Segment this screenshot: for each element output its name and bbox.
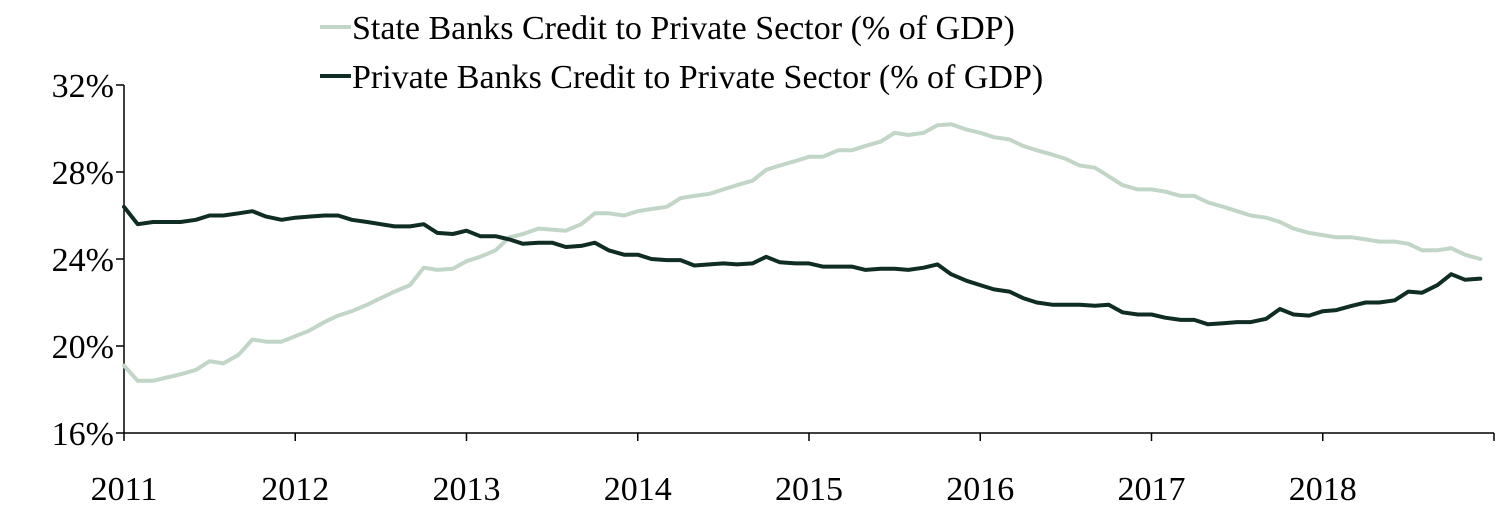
x-tick-label: 2014 [604, 471, 672, 508]
y-tick-label: 16% [52, 416, 114, 453]
series-line-private-banks [122, 204, 1483, 327]
series-layer [122, 122, 1483, 383]
y-axis: 16% 20% 24% 28% 32% [52, 68, 125, 453]
x-tick-label: 2016 [946, 471, 1014, 508]
x-axis: 2011 2012 2013 2014 2015 2016 2017 2018 [91, 432, 1495, 508]
y-tick-label: 24% [52, 242, 114, 279]
x-tick-label: 2012 [261, 471, 329, 508]
x-tick-label: 2018 [1289, 471, 1357, 508]
legend-label-private-banks: Private Banks Credit to Private Sector (… [352, 59, 1043, 96]
x-tick-label: 2015 [775, 471, 843, 508]
x-tick-label: 2013 [433, 471, 501, 508]
legend-label-state-banks: State Banks Credit to Private Sector (% … [352, 10, 1015, 47]
x-tick-label: 2011 [91, 471, 158, 508]
series-line-state-banks [122, 122, 1483, 383]
y-tick-label: 32% [52, 68, 114, 105]
legend: State Banks Credit to Private Sector (% … [320, 10, 1043, 96]
y-tick-label: 28% [52, 155, 114, 192]
y-tick-label: 20% [52, 329, 114, 366]
x-tick-label: 2017 [1118, 471, 1186, 508]
